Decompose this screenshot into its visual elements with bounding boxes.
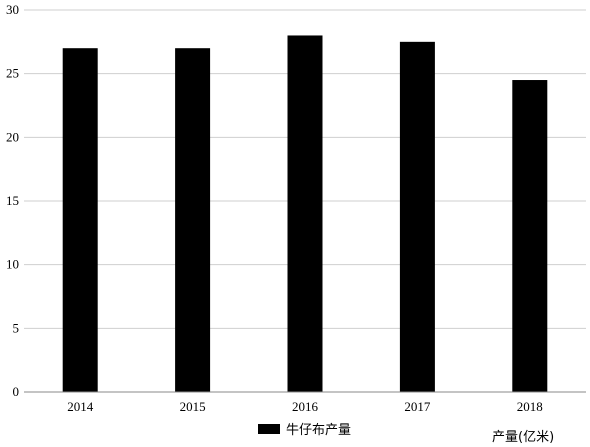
bar-2016 [287,35,323,392]
bars [62,35,548,393]
legend-swatch [258,424,280,434]
y-axis-ticks: 0 5 10 15 20 25 30 [6,2,19,399]
x-axis-ticks: 2014 2015 2016 2017 2018 [67,399,543,414]
y-tick-label: 10 [6,257,19,272]
legend: 牛仔布产量 [258,423,351,438]
x-tick-label: 2014 [67,399,94,414]
x-tick-label: 2016 [292,399,319,414]
bar-2014 [62,48,98,392]
y-tick-label: 20 [6,129,19,144]
x-tick-label: 2018 [517,399,543,414]
y-tick-label: 15 [6,193,19,208]
y-tick-label: 30 [6,2,19,17]
bar-2018 [512,80,548,393]
x-tick-label: 2017 [404,399,431,414]
y-tick-label: 25 [6,66,19,81]
bar-2017 [399,41,435,392]
unit-label: 产量(亿米) [492,430,554,445]
x-tick-label: 2015 [180,399,206,414]
legend-label: 牛仔布产量 [286,423,351,438]
bar-2015 [175,48,211,392]
y-tick-label: 0 [13,384,20,399]
y-tick-label: 5 [13,320,20,335]
